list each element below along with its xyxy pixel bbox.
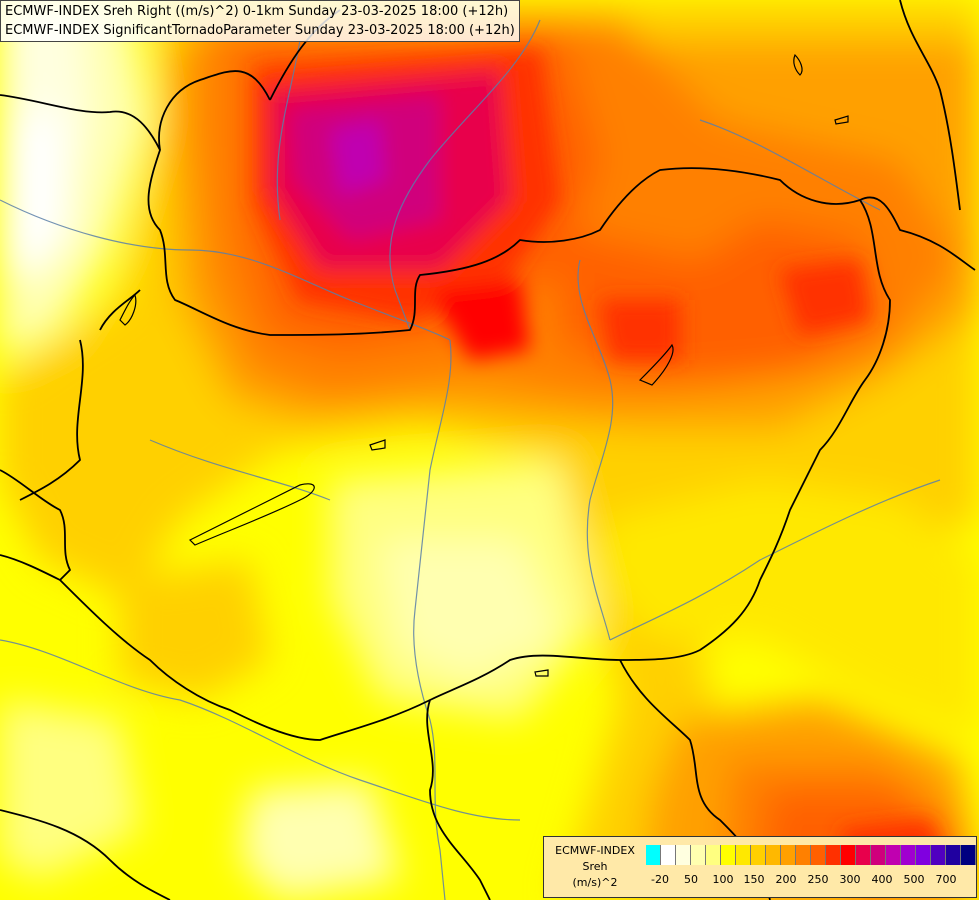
legend-swatch [841,845,856,865]
legend-variable: Sreh [582,860,608,873]
lakes [119,53,849,677]
legend-ticks: -20 50 100 150 200 250 300 400 500 700 [646,873,976,889]
legend-tick-label: 250 [807,873,829,886]
legend-swatch [946,845,961,865]
legend-swatch [661,845,676,865]
legend-swatch [871,845,886,865]
legend-swatch [796,845,811,865]
legend-swatch [646,845,661,865]
legend-tick-label: 150 [743,873,765,886]
legend-swatch [856,845,871,865]
legend-swatch [751,845,766,865]
legend-tick-label: 700 [935,873,957,886]
title-line-1: ECMWF-INDEX Sreh Right ((m/s)^2) 0-1km S… [5,4,509,19]
legend-swatch [691,845,706,865]
legend-swatch [886,845,901,865]
legend-swatch [736,845,751,865]
legend-swatch [781,845,796,865]
legend-swatch [811,845,826,865]
legend-color-bar [646,845,976,865]
legend-swatch [916,845,931,865]
legend-tick-label: 300 [839,873,861,886]
legend-swatch [826,845,841,865]
title-line-2: ECMWF-INDEX SignificantTornadoParameter … [5,23,515,38]
legend-tick-label: 500 [903,873,925,886]
legend-tick-label: 50 [684,873,698,886]
legend-swatch [766,845,781,865]
legend-swatch [721,845,736,865]
legend-swatch [961,845,976,865]
legend-tick-label: 100 [712,873,734,886]
legend-tick-label: 400 [871,873,893,886]
legend-tick-label: -20 [651,873,669,886]
legend-tick-label: 200 [775,873,797,886]
rivers [0,19,941,900]
legend-swatch [676,845,691,865]
legend-model: ECMWF-INDEX [555,844,635,857]
map-title-box: ECMWF-INDEX Sreh Right ((m/s)^2) 0-1km S… [0,0,520,42]
legend-swatch [706,845,721,865]
legend-swatch [901,845,916,865]
color-legend: ECMWF-INDEX Sreh (m/s)^2 -20 50 100 150 200 2… [543,836,977,898]
legend-swatch [931,845,946,865]
legend-unit: (m/s)^2 [572,876,618,889]
